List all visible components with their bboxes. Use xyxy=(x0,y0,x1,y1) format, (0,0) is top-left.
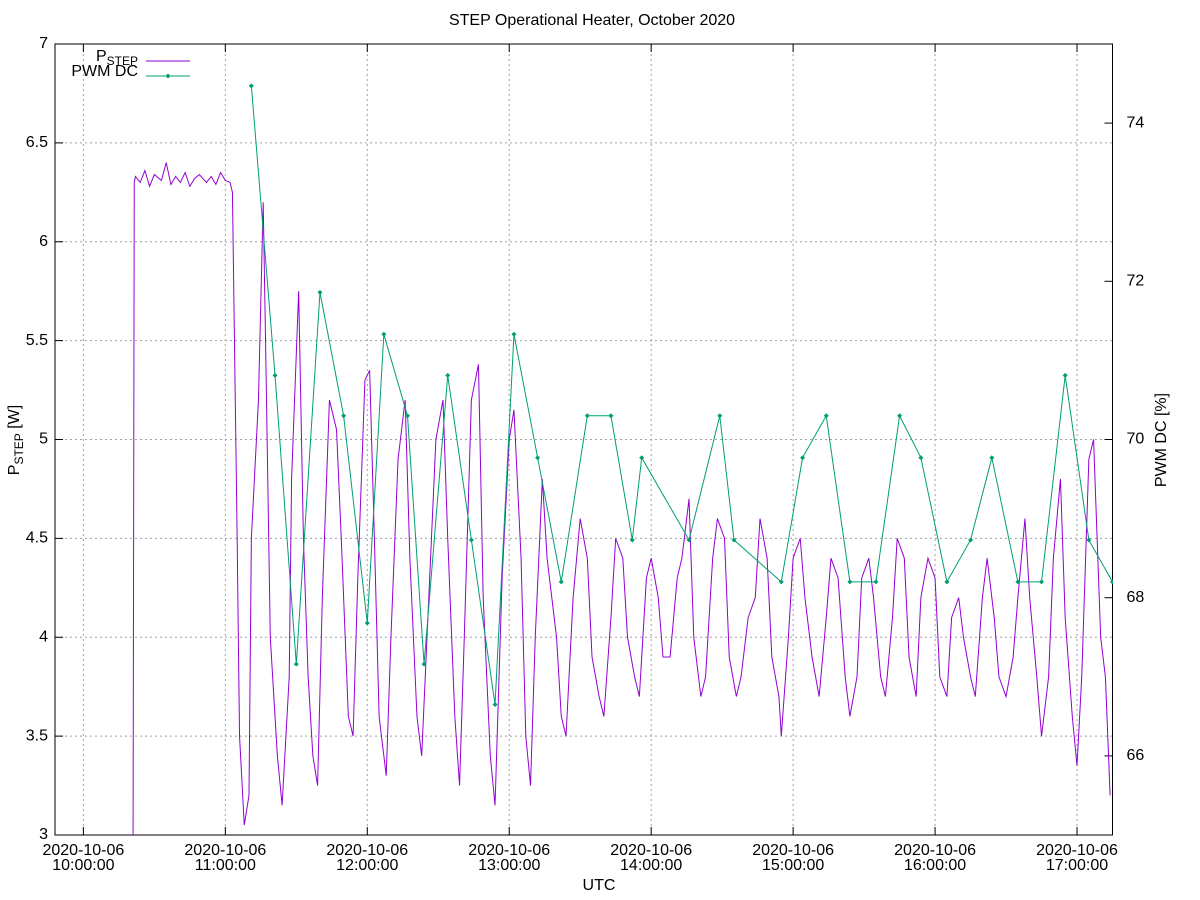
data-point xyxy=(421,661,427,667)
x-tick-label: 2020-10-06 11:00:00 xyxy=(184,842,266,874)
data-point xyxy=(1110,579,1113,585)
y2-tick-label: 66 xyxy=(1127,747,1145,764)
x-tick-label: 2020-10-06 12:00:00 xyxy=(326,842,408,874)
x-tick-label: 2020-10-06 10:00:00 xyxy=(42,842,124,874)
y2-tick-label: 72 xyxy=(1127,273,1145,290)
data-point xyxy=(1039,579,1045,585)
data-point xyxy=(918,455,924,461)
y2-axis-label: PWM DC [%] xyxy=(1153,393,1170,487)
data-point xyxy=(608,413,614,419)
data-point xyxy=(1086,537,1092,543)
data-point xyxy=(989,455,995,461)
data-point xyxy=(639,455,645,461)
chart-title: STEP Operational Heater, October 2020 xyxy=(449,12,735,29)
data-point xyxy=(445,372,451,378)
y-tick-label: 4 xyxy=(39,628,48,645)
legend-label: PSTEP xyxy=(96,48,138,68)
y-tick-label: 5.5 xyxy=(26,332,48,349)
x-tick-label: 2020-10-06 14:00:00 xyxy=(610,842,692,874)
x-tick-label: 2020-10-06 15:00:00 xyxy=(752,842,834,874)
y2-tick-label: 70 xyxy=(1127,431,1145,448)
data-point xyxy=(1062,372,1068,378)
data-point xyxy=(511,331,517,337)
series-line xyxy=(132,162,1111,835)
x-axis-label: UTC xyxy=(583,877,616,894)
legend-label: PWM DC xyxy=(71,63,138,80)
data-point xyxy=(293,661,299,667)
legend-marker xyxy=(165,73,171,79)
data-point xyxy=(364,620,370,626)
data-point xyxy=(778,579,784,585)
data-point xyxy=(717,413,723,419)
x-tick-label: 2020-10-06 13:00:00 xyxy=(468,842,550,874)
y-tick-label: 3.5 xyxy=(26,727,48,744)
data-point xyxy=(1015,579,1021,585)
data-point xyxy=(847,579,853,585)
x-tick-label: 2020-10-06 16:00:00 xyxy=(894,842,976,874)
data-point xyxy=(492,701,498,707)
data-point xyxy=(944,579,950,585)
data-point xyxy=(248,83,254,89)
data-point xyxy=(823,413,829,419)
data-point xyxy=(873,579,879,585)
data-point xyxy=(468,537,474,543)
data-point xyxy=(317,289,323,295)
data-point xyxy=(341,413,347,419)
data-point xyxy=(584,413,590,419)
data-point xyxy=(272,372,278,378)
data-point xyxy=(405,413,410,419)
data-point xyxy=(558,579,564,585)
y-tick-label: 7 xyxy=(39,35,48,52)
data-point xyxy=(629,537,635,543)
y-tick-label: 6.5 xyxy=(26,134,48,151)
y2-tick-label: 74 xyxy=(1127,114,1145,131)
y-tick-label: 6 xyxy=(39,233,48,250)
plot-area xyxy=(132,83,1113,835)
y-tick-label: 3 xyxy=(39,826,48,843)
y-tick-label: 4.5 xyxy=(26,530,48,547)
data-point xyxy=(731,537,737,543)
y-tick-label: 5 xyxy=(39,431,48,448)
y-axis-label: PSTEP [W] xyxy=(6,405,26,475)
data-point xyxy=(381,331,387,337)
x-tick-label: 2020-10-06 17:00:00 xyxy=(1036,842,1118,874)
data-point xyxy=(800,455,806,461)
plot-border xyxy=(54,43,1113,836)
y2-tick-label: 68 xyxy=(1127,589,1145,606)
data-point xyxy=(686,537,692,543)
data-point xyxy=(968,537,974,543)
data-point xyxy=(897,413,903,419)
data-point xyxy=(535,455,541,461)
series-line xyxy=(250,85,1113,705)
